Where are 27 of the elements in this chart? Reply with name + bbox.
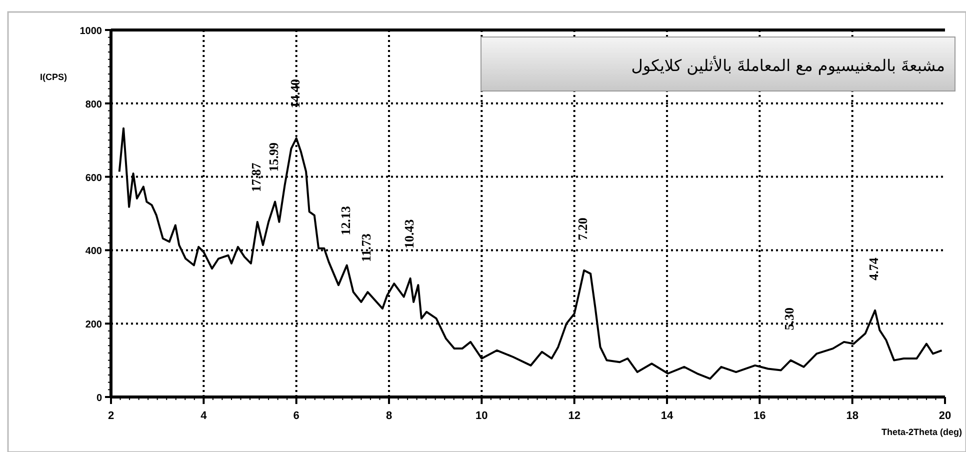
annotation: 11.73: [358, 233, 374, 262]
x-tick-label: 6: [293, 410, 300, 422]
x-tick-label: 12: [568, 410, 580, 422]
annotation: 17.87: [248, 162, 264, 192]
y-tick-label: 600: [85, 172, 102, 184]
y-tick-label: 0: [96, 393, 102, 404]
x-tick-label: 20: [938, 410, 952, 422]
annotation: 10.43: [401, 218, 416, 248]
y-tick-label: 1000: [80, 26, 102, 37]
x-tick-label: 2: [108, 410, 114, 422]
y-tick-label: 400: [85, 246, 102, 258]
x-axis-title: Theta-2Theta (deg): [881, 427, 962, 437]
x-tick-label: 18: [846, 410, 858, 422]
annotation: 4.74: [866, 257, 882, 280]
annotation: 12.13: [338, 205, 353, 236]
x-tick-label: 14: [660, 410, 674, 422]
x-tick-label: 8: [386, 410, 392, 422]
text: مشبعةَ بالمغنيسيوم مع المعاملةَ بالأثلين كلايكول: [631, 55, 945, 75]
y-tick-label: 800: [85, 99, 102, 110]
annotation: 15.99: [266, 142, 282, 172]
y-axis-title: I(CPS): [40, 72, 68, 82]
x-tick-label: 4: [200, 410, 208, 422]
y-tick-label: 200: [85, 320, 102, 331]
x-tick-label: 16: [754, 410, 766, 422]
x-tick-label: 10: [476, 410, 488, 422]
annotation: 7.20: [575, 218, 590, 240]
annotation: 5.30: [782, 308, 797, 330]
